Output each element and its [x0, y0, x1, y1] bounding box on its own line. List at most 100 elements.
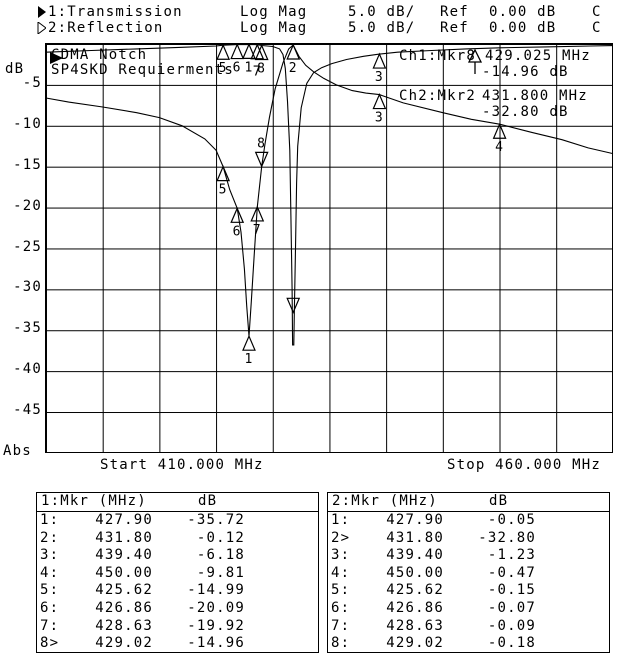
trace2-format: Log Mag	[240, 20, 308, 36]
marker-table-row: 7: 428.63 -0.09	[328, 618, 609, 636]
marker-number: 6:	[40, 599, 60, 616]
marker-triangle-ch1-3	[372, 93, 387, 110]
y-tick-label: -10	[13, 115, 42, 132]
marker-triangle-ch2-6	[230, 43, 245, 60]
marker-number-label: 5	[219, 183, 228, 198]
trace1-scale: 5.0 dB/	[348, 4, 416, 20]
marker-table-row: 2: 431.80 -0.12	[37, 530, 318, 548]
trace1-ref-value: 0.00 dB	[489, 4, 557, 20]
marker-frequency: 429.02	[386, 635, 444, 652]
marker-number-label: 1	[244, 60, 253, 75]
y-tick-label: -35	[13, 320, 42, 337]
active-trace-arrow-icon	[37, 6, 46, 22]
trace2-ref-value: 0.00 dB	[489, 20, 557, 36]
marker-db-value: -0.12	[196, 529, 245, 546]
marker-triangle-ch1-7	[250, 205, 265, 222]
marker-frequency: 429.02	[95, 635, 153, 652]
marker-frequency: 439.40	[95, 547, 153, 564]
header-row-ch1: 1:Transmission Log Mag 5.0 dB/ Ref 0.00 …	[0, 5, 640, 21]
marker-db-value: -0.05	[487, 512, 536, 528]
marker-number: 5:	[40, 582, 60, 599]
marker-number: 4:	[331, 564, 351, 581]
marker-frequency: 426.86	[386, 599, 444, 616]
marker-table-row: 1: 427.90 -35.72	[37, 512, 318, 530]
trace2-cal-flag: C	[592, 20, 602, 36]
x-axis-start-label: Start 410.000 MHz	[100, 457, 264, 473]
marker-table-row: 3: 439.40 -1.23	[328, 547, 609, 565]
marker-number-label: 3	[375, 111, 384, 126]
trace1-format: Log Mag	[240, 4, 308, 20]
header-row-ch2: 2:Reflection Log Mag 5.0 dB/ Ref 0.00 dB…	[0, 21, 640, 37]
trace1-cal-flag: C	[592, 4, 602, 20]
marker-frequency: 450.00	[386, 564, 444, 581]
ch2-marker-table-header: 2:Mkr (MHz) dB	[328, 493, 609, 512]
marker-db-value: -0.09	[487, 617, 536, 634]
marker-triangle-ch2-3	[372, 52, 387, 69]
marker-table-row: 5: 425.62 -14.99	[37, 582, 318, 600]
marker-frequency: 431.80	[386, 529, 444, 546]
marker-triangle-ch1-2	[286, 43, 301, 60]
marker-number: 1:	[40, 512, 60, 528]
ch1-marker-readout-label: Ch1:Mkr8	[399, 48, 477, 64]
y-tick-label: -30	[13, 279, 42, 296]
marker-table-row: 8: 429.02 -0.18	[328, 635, 609, 653]
ch2-marker-table: 2:Mkr (MHz) dB 1: 427.90 -0.05 2> 431.80 -32.…	[327, 492, 610, 653]
marker-db-value: -14.99	[187, 582, 245, 599]
table-title: 1:Mkr (MHz)	[41, 493, 147, 509]
marker-frequency: 450.00	[95, 564, 153, 581]
active-marker-triangle-ch1-8	[254, 151, 269, 168]
marker-frequency: 431.80	[95, 529, 153, 546]
marker-table-row: 3: 439.40 -6.18	[37, 547, 318, 565]
marker-db-value: -19.92	[187, 617, 245, 634]
marker-db-value: -0.07	[487, 599, 536, 616]
y-axis-tick-labels: -5 -10 -15 -20 -25 -30 -35 -40 -45	[0, 0, 42, 659]
marker-db-value: -20.09	[187, 599, 245, 616]
trace-1-line	[45, 44, 614, 337]
trace-2-line	[45, 43, 614, 346]
marker-triangle-ch2-5	[216, 43, 231, 60]
annotation-subtitle: SP4SKD Requierments	[51, 62, 234, 78]
marker-number-label: 5	[219, 61, 228, 76]
marker-number-label: 8	[257, 61, 266, 76]
marker-table-row: 8> 429.02 -14.96	[37, 635, 318, 653]
marker-table-row: 1: 427.90 -0.05	[328, 512, 609, 530]
ch2-marker-frequency: 431.800 MHz	[482, 88, 588, 104]
marker-number: 6:	[331, 599, 351, 616]
marker-number: 2>	[331, 529, 351, 546]
marker-number-label: 6	[233, 61, 242, 76]
table-unit-header: dB	[198, 493, 218, 509]
trace2-scale: 5.0 dB/	[348, 20, 416, 36]
table-title: 2:Mkr (MHz)	[332, 493, 438, 509]
marker-frequency: 439.40	[386, 547, 444, 564]
marker-number-label: 7	[253, 223, 262, 238]
marker-table-row: 6: 426.86 -20.09	[37, 600, 318, 618]
marker-number-label: 1	[244, 352, 253, 367]
marker-triangle-ch2-8	[254, 43, 269, 61]
ch1-marker-table-header: 1:Mkr (MHz) dB	[37, 493, 318, 512]
y-tick-label: -5	[22, 74, 42, 91]
marker-db-value: -35.72	[187, 512, 245, 528]
marker-triangle-ch1-1	[242, 334, 256, 351]
ch2-marker-value: -32.80 dB	[482, 104, 569, 120]
marker-db-value: -14.96	[187, 635, 245, 652]
y-tick-label: -20	[13, 197, 42, 214]
marker-number: 5:	[331, 582, 351, 599]
marker-db-value: -1.23	[487, 547, 536, 564]
inactive-trace-arrow-icon	[37, 21, 47, 38]
trace1-label: 1:Transmission	[48, 4, 183, 20]
ch1-marker-value: -14.96 dB	[482, 64, 569, 80]
marker-db-value: -0.47	[487, 564, 536, 581]
marker-number: 8:	[331, 635, 351, 652]
marker-db-value: -32.80	[478, 529, 536, 546]
marker-number: 3:	[40, 547, 60, 564]
marker-db-value: -0.15	[487, 582, 536, 599]
marker-table-row: 4: 450.00 -0.47	[328, 565, 609, 583]
marker-table-row: 2> 431.80 -32.80	[328, 530, 609, 548]
marker-number: 7:	[40, 617, 60, 634]
marker-table-row: 7: 428.63 -19.92	[37, 618, 318, 636]
trace1-ref-label: Ref	[440, 4, 469, 20]
marker-frequency: 426.86	[95, 599, 153, 616]
marker-triangle-ch1-6	[230, 206, 245, 223]
